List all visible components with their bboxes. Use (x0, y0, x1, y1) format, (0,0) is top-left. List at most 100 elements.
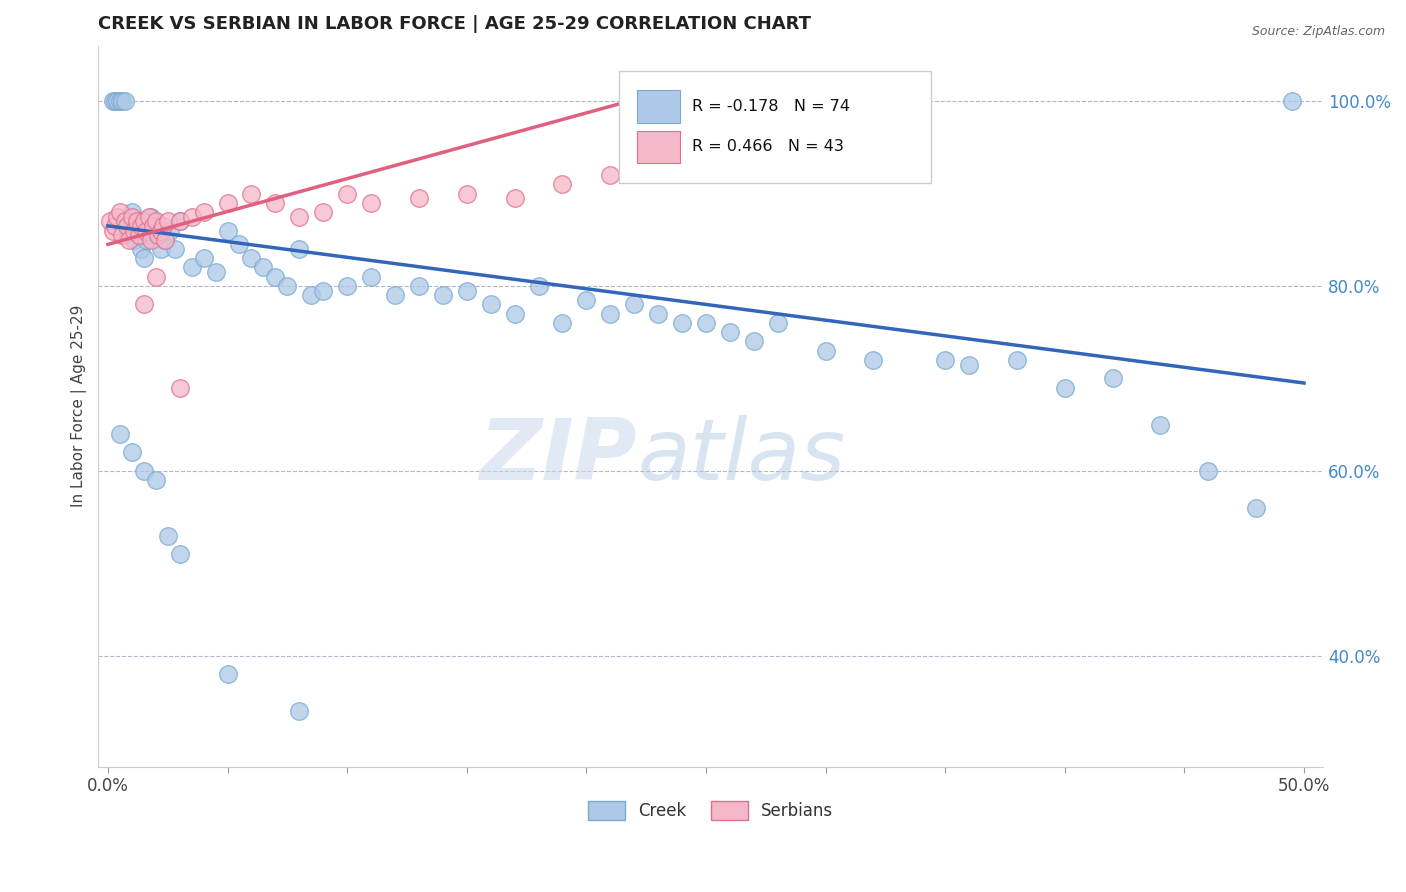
Point (862, 352, 884, 367)
Point (623, 297, 645, 311)
Point (135, 233, 157, 247)
Point (114, 214, 136, 228)
Point (121, 210, 143, 224)
Point (503, 191, 526, 205)
Point (671, 316, 693, 330)
Point (145, 214, 167, 228)
Point (132, 214, 155, 228)
Point (128, 228, 150, 243)
Point (156, 528, 179, 542)
Point (432, 288, 454, 302)
Point (142, 219, 165, 233)
Point (108, 205, 131, 219)
Point (240, 186, 263, 201)
Point (155, 233, 177, 247)
Point (104, 94, 127, 108)
Point (599, 168, 621, 182)
Point (934, 352, 956, 367)
Point (228, 237, 250, 252)
Point (360, 195, 382, 210)
Point (169, 214, 191, 228)
Point (1197, 464, 1219, 478)
Point (111, 228, 134, 243)
Point (121, 445, 143, 459)
Point (142, 219, 165, 233)
Point (146, 228, 169, 243)
Point (145, 473, 167, 487)
Point (125, 214, 148, 228)
Point (118, 233, 141, 247)
Point (312, 284, 335, 298)
Point (503, 307, 526, 321)
Point (107, 94, 129, 108)
Text: R = -0.178   N = 74: R = -0.178 N = 74 (692, 99, 851, 113)
Point (479, 297, 502, 311)
Point (193, 205, 215, 219)
Point (551, 178, 574, 192)
Bar (637, 90, 681, 123)
Point (111, 94, 134, 108)
Point (121, 205, 143, 219)
Point (128, 223, 150, 237)
Point (408, 279, 430, 293)
Point (132, 252, 155, 266)
Point (288, 704, 311, 718)
Point (527, 279, 550, 293)
Point (299, 288, 322, 302)
Point (957, 358, 980, 372)
FancyBboxPatch shape (619, 70, 931, 183)
Point (312, 205, 335, 219)
Point (122, 223, 145, 237)
Point (131, 242, 153, 256)
Point (695, 316, 717, 330)
Point (288, 210, 311, 224)
Bar (637, 131, 681, 163)
Point (718, 325, 741, 339)
Point (149, 223, 172, 237)
Point (104, 219, 127, 233)
Point (180, 260, 202, 275)
Text: CREEK VS SERBIAN IN LABOR FORCE | AGE 25-29 CORRELATION CHART: CREEK VS SERBIAN IN LABOR FORCE | AGE 25… (98, 15, 811, 33)
Legend: Creek, Serbians: Creek, Serbians (582, 794, 841, 827)
Point (169, 547, 191, 561)
Point (1149, 417, 1171, 432)
Point (115, 219, 138, 233)
Point (814, 343, 837, 358)
Point (647, 307, 669, 321)
Point (122, 233, 145, 247)
Point (217, 667, 239, 681)
Point (276, 279, 298, 293)
Point (456, 284, 478, 298)
Point (217, 223, 239, 237)
Text: atlas: atlas (637, 415, 845, 498)
Point (108, 94, 131, 108)
Point (1281, 94, 1303, 108)
Point (252, 260, 274, 275)
Point (360, 269, 382, 284)
Point (138, 210, 160, 224)
Point (101, 223, 124, 237)
Point (169, 214, 191, 228)
Point (575, 293, 598, 307)
Point (107, 210, 129, 224)
Point (125, 214, 148, 228)
Point (98, 214, 121, 228)
Point (204, 265, 226, 279)
Point (139, 233, 162, 247)
Point (149, 242, 172, 256)
Point (264, 195, 287, 210)
Point (169, 381, 191, 395)
Point (217, 195, 239, 210)
Point (132, 464, 155, 478)
Point (145, 269, 167, 284)
Point (456, 186, 478, 201)
Point (742, 334, 765, 349)
Point (408, 191, 430, 205)
Point (264, 269, 287, 284)
Point (1005, 352, 1028, 367)
Point (131, 219, 153, 233)
Point (115, 223, 138, 237)
Point (336, 186, 359, 201)
Point (139, 210, 162, 224)
Point (1244, 500, 1267, 515)
